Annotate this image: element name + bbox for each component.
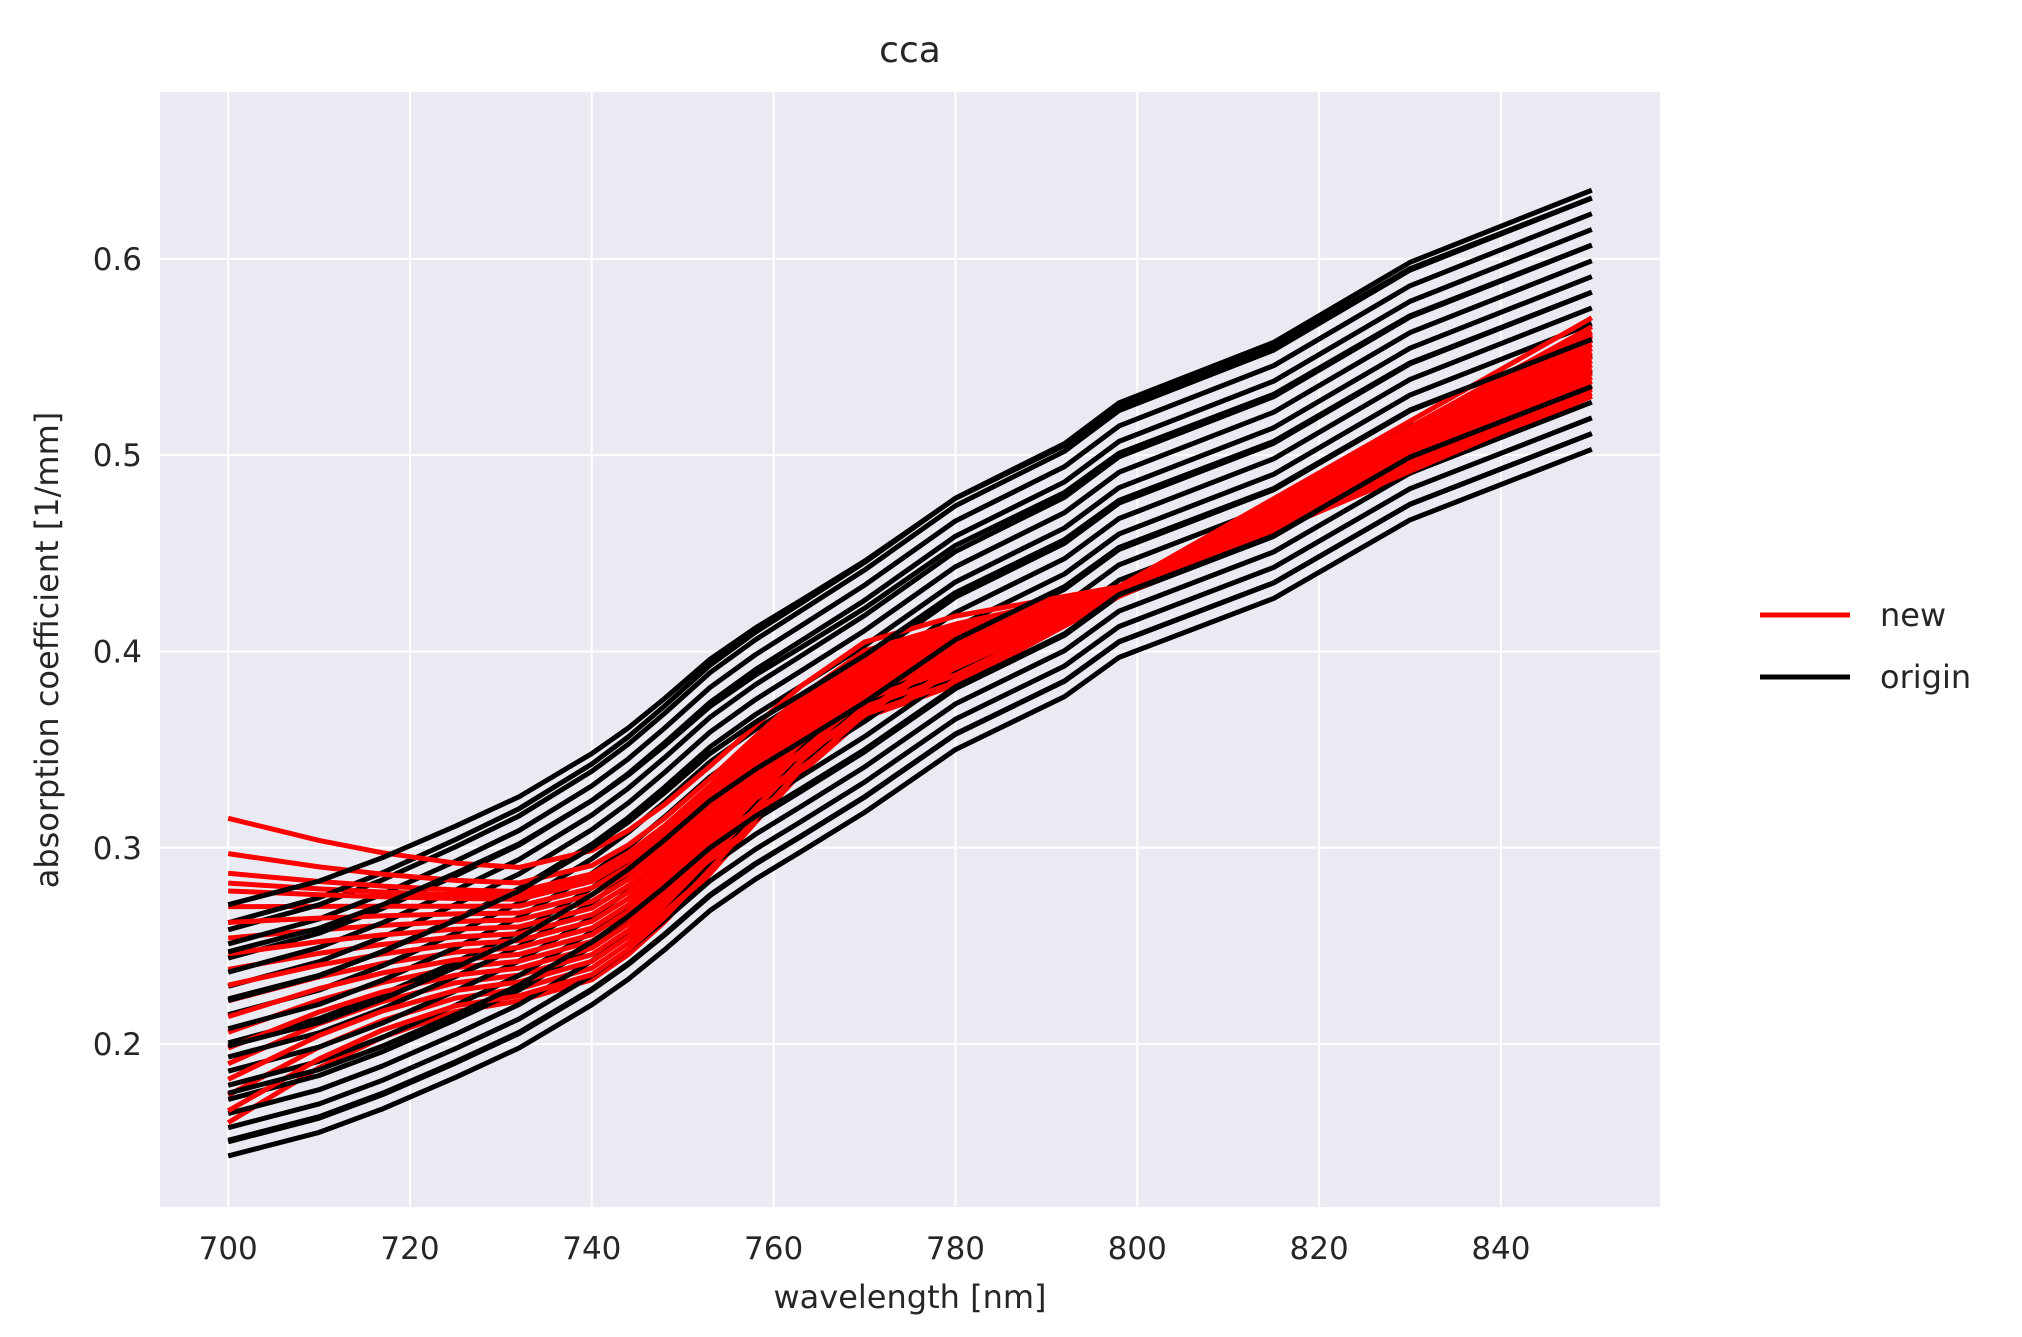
origin-series-line [227, 399, 1593, 1116]
legend: new origin [1760, 596, 1971, 696]
chart-title: cca [879, 30, 941, 71]
x-tick-labels: 700 720 740 760 780 800 820 840 [199, 1231, 1531, 1267]
series-lines [226, 187, 1594, 1159]
x-tick-label: 820 [1290, 1231, 1349, 1267]
y-tick-label: 0.4 [93, 634, 142, 670]
origin-series-line [227, 195, 1593, 933]
origin-series-line [227, 384, 1593, 1096]
origin-series-line [227, 195, 1593, 908]
origin-series-line [227, 242, 1593, 955]
y-tick-label: 0.6 [93, 242, 142, 278]
y-axis-label: absorption coefficient [1/mm] [28, 412, 66, 889]
origin-series-line [227, 446, 1593, 1159]
origin-series-line [227, 431, 1593, 1143]
origin-series-line [227, 187, 1593, 926]
x-tick-label: 720 [380, 1231, 439, 1267]
x-tick-label: 840 [1471, 1231, 1530, 1267]
origin-series-line [227, 289, 1593, 1002]
y-tick-labels: 0.2 0.3 0.4 0.5 0.6 [93, 242, 142, 1063]
x-axis-label: wavelength [nm] [774, 1278, 1047, 1316]
x-tick-label: 760 [744, 1231, 803, 1267]
origin-series-line [227, 337, 1593, 1049]
x-tick-label: 700 [199, 1231, 258, 1267]
x-tick-label: 800 [1108, 1231, 1167, 1267]
x-tick-label: 740 [562, 1231, 621, 1267]
legend-label: new [1880, 596, 1946, 634]
x-tick-label: 780 [926, 1231, 985, 1267]
y-tick-label: 0.2 [93, 1027, 142, 1063]
y-tick-label: 0.3 [93, 831, 142, 867]
legend-label: origin [1880, 658, 1971, 696]
origin-series-line [227, 415, 1593, 1131]
origin-series-line [227, 211, 1593, 947]
y-tick-label: 0.5 [93, 438, 142, 474]
origin-series-line [227, 258, 1593, 989]
